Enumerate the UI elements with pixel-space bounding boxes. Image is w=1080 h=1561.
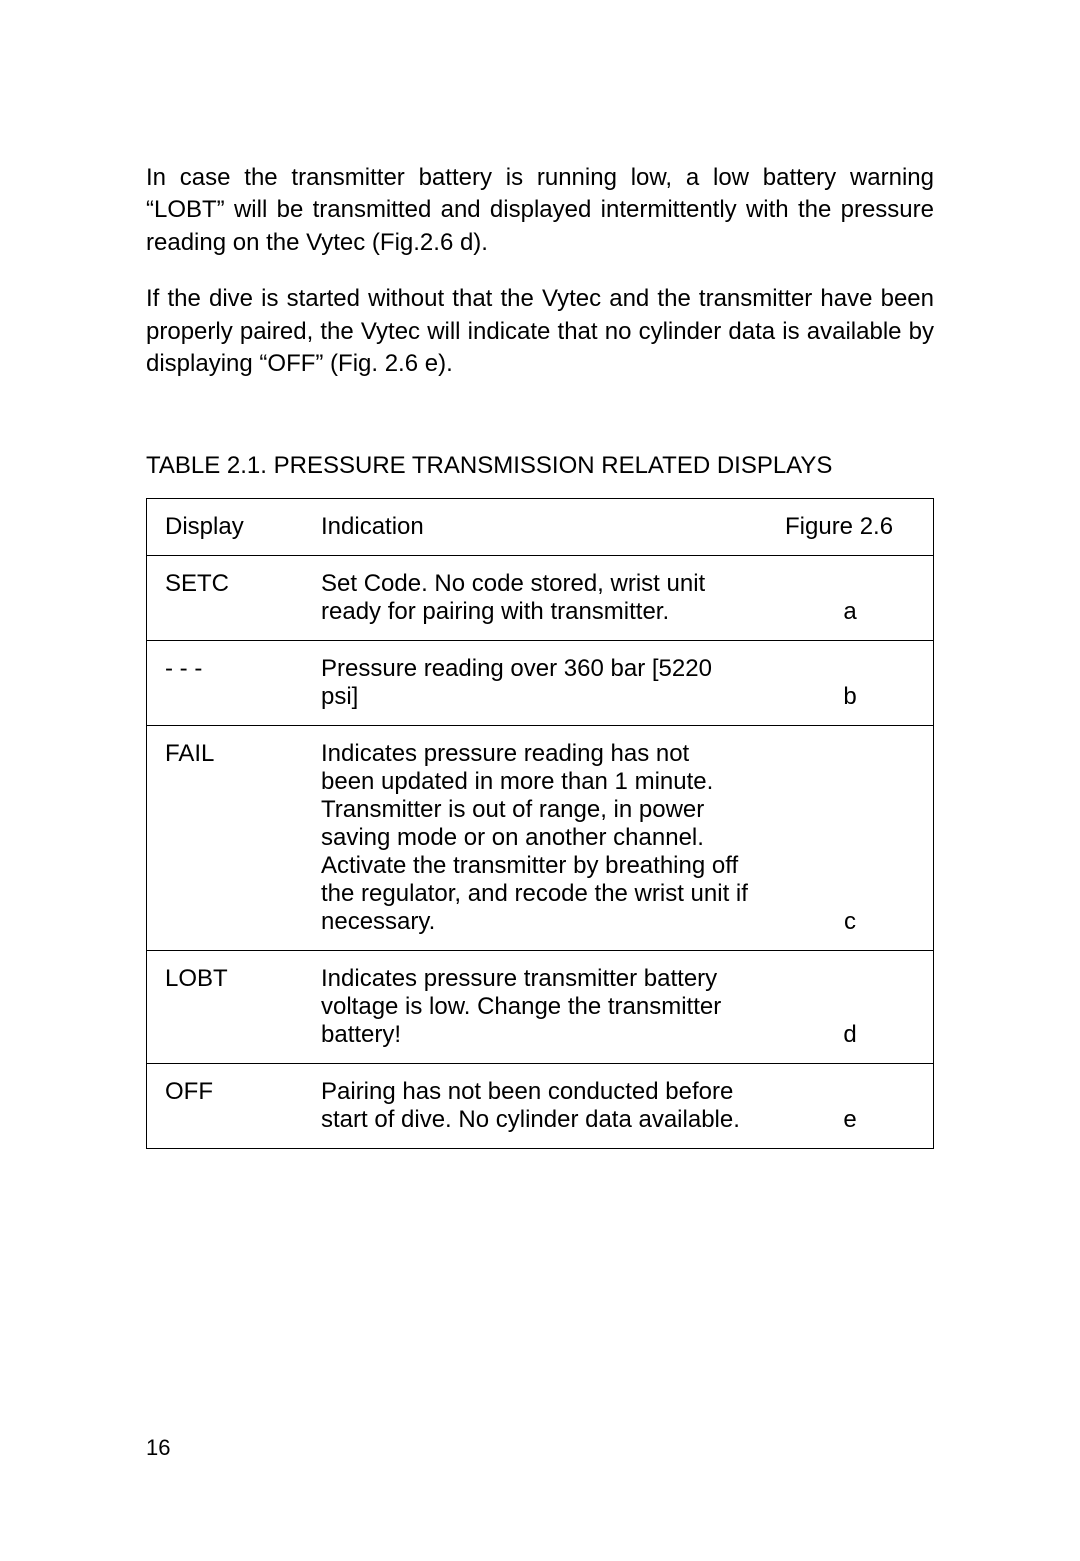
cell-display: FAIL	[147, 726, 304, 951]
header-display: Display	[147, 499, 304, 556]
cell-figure: a	[767, 556, 934, 641]
cell-indication: Indicates pressure transmitter battery v…	[303, 951, 767, 1064]
paragraph-2: If the dive is started without that the …	[146, 283, 934, 380]
cell-indication: Pairing has not been conducted before st…	[303, 1064, 767, 1149]
cell-display: SETC	[147, 556, 304, 641]
cell-indication: Indicates pressure reading has not been …	[303, 726, 767, 951]
cell-display: - - -	[147, 641, 304, 726]
cell-figure: c	[767, 726, 934, 951]
document-page: In case the transmitter battery is runni…	[0, 0, 1080, 1561]
cell-display: OFF	[147, 1064, 304, 1149]
header-figure: Figure 2.6	[767, 499, 934, 556]
table-row: OFF Pairing has not been conducted befor…	[147, 1064, 934, 1149]
table-row: LOBT Indicates pressure transmitter batt…	[147, 951, 934, 1064]
table-row: SETC Set Code. No code stored, wrist uni…	[147, 556, 934, 641]
table-row: FAIL Indicates pressure reading has not …	[147, 726, 934, 951]
page-number: 16	[146, 1435, 170, 1461]
cell-indication: Pressure reading over 360 bar [5220 psi]	[303, 641, 767, 726]
cell-figure: d	[767, 951, 934, 1064]
cell-display: LOBT	[147, 951, 304, 1064]
header-indication: Indication	[303, 499, 767, 556]
cell-figure: b	[767, 641, 934, 726]
pressure-display-table: Display Indication Figure 2.6 SETC Set C…	[146, 498, 934, 1149]
paragraph-1: In case the transmitter battery is runni…	[146, 162, 934, 259]
cell-figure: e	[767, 1064, 934, 1149]
table-row: - - - Pressure reading over 360 bar [522…	[147, 641, 934, 726]
table-header-row: Display Indication Figure 2.6	[147, 499, 934, 556]
cell-indication: Set Code. No code stored, wrist unit rea…	[303, 556, 767, 641]
table-title: TABLE 2.1. PRESSURE TRANSMISSION RELATED…	[146, 452, 934, 480]
